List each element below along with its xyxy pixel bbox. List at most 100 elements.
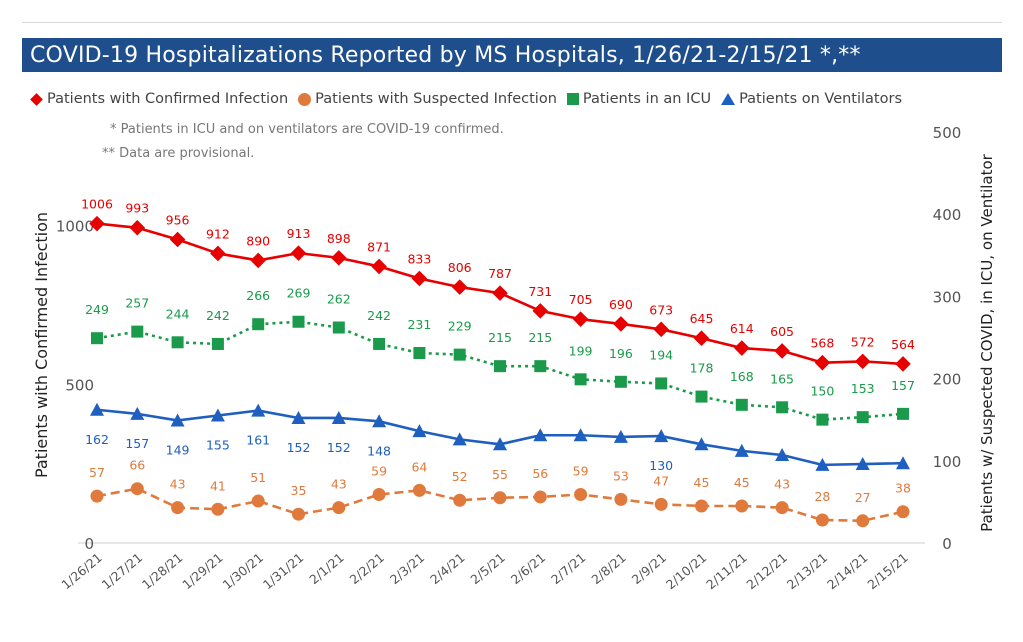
data-point-circle [251, 494, 265, 508]
x-tick-label: 2/11/21 [703, 550, 750, 592]
data-label: 690 [609, 297, 633, 312]
data-label: 149 [166, 442, 190, 457]
data-point-square [292, 315, 305, 328]
data-label: 199 [569, 343, 593, 358]
data-point-circle [735, 499, 749, 513]
data-label: 59 [573, 463, 589, 478]
data-point-diamond [854, 353, 871, 370]
data-label: 41 [210, 478, 226, 493]
data-point-triangle [775, 447, 790, 461]
data-label: 705 [569, 292, 593, 307]
data-label: 55 [492, 467, 508, 482]
data-point-circle [695, 499, 708, 513]
data-point-diamond [250, 252, 266, 269]
data-label: 242 [367, 308, 391, 323]
data-point-square [453, 348, 466, 361]
data-label: 249 [85, 302, 109, 317]
x-tick-label: 2/12/21 [743, 550, 790, 592]
legend: Patients with Confirmed Infection Patien… [30, 88, 912, 110]
data-point-square [735, 398, 748, 411]
data-point-square [252, 318, 265, 331]
data-point-circle [211, 502, 225, 516]
data-point-diamond [693, 330, 710, 346]
data-point-square [897, 407, 909, 420]
x-tick-label: 2/14/21 [824, 550, 871, 592]
data-label: 45 [694, 475, 710, 490]
data-label: 572 [851, 334, 875, 349]
data-point-triangle [734, 443, 749, 457]
x-tick-label: 1/30/21 [220, 550, 267, 592]
data-point-diamond [411, 270, 428, 287]
data-label: 806 [448, 260, 472, 275]
x-tick-label: 1/29/21 [179, 550, 226, 592]
data-label: 57 [89, 465, 105, 480]
square-marker-icon [566, 93, 579, 105]
data-label: 157 [891, 378, 915, 393]
x-tick-label: 2/3/21 [387, 550, 427, 587]
data-point-square [816, 413, 829, 426]
data-label: 53 [613, 468, 629, 483]
data-point-triangle [291, 410, 306, 424]
data-point-triangle [855, 457, 870, 471]
data-label: 262 [327, 292, 351, 307]
y2-tick-label: 200 [933, 371, 962, 389]
data-label: 56 [532, 466, 548, 481]
data-label: 564 [891, 337, 915, 352]
data-label: 38 [895, 481, 911, 496]
data-point-circle [896, 505, 910, 519]
data-point-triangle [654, 429, 669, 443]
data-label: 157 [125, 436, 149, 451]
data-point-diamond [895, 356, 911, 372]
data-point-triangle [372, 414, 387, 428]
data-point-circle [412, 483, 426, 497]
data-point-diamond [492, 285, 508, 301]
data-point-triangle [896, 456, 910, 470]
data-label: 194 [649, 347, 673, 362]
legend-label-ventilators: Patients on Ventilators [739, 91, 903, 107]
data-point-square [695, 390, 708, 403]
y-tick-label: 500 [65, 376, 94, 394]
data-label: 45 [734, 475, 750, 490]
x-tick-label: 1/27/21 [99, 550, 146, 592]
data-label: 47 [653, 473, 669, 488]
data-label: 168 [730, 369, 754, 384]
data-label: 162 [85, 432, 109, 447]
data-label: 568 [810, 336, 834, 351]
y2-tick-label: 300 [933, 288, 962, 306]
data-label: 229 [448, 319, 472, 334]
data-point-diamond [169, 231, 186, 248]
data-label: 215 [528, 330, 552, 345]
data-label: 266 [246, 288, 270, 303]
data-point-circle [856, 514, 870, 528]
data-label: 178 [690, 361, 714, 376]
data-label: 152 [327, 440, 351, 455]
x-tick-label: 2/10/21 [663, 550, 710, 592]
data-point-diamond [734, 340, 750, 356]
data-label: 130 [649, 458, 673, 473]
data-point-square [211, 337, 224, 350]
data-label: 43 [170, 477, 186, 492]
top-divider [22, 22, 1002, 23]
data-label: 244 [166, 306, 190, 321]
data-label: 1006 [81, 197, 113, 212]
legend-label-confirmed: Patients with Confirmed Infection [47, 91, 289, 107]
x-tick-label: 2/7/21 [548, 550, 588, 587]
data-label: 257 [125, 296, 149, 311]
data-point-diamond [814, 354, 831, 371]
data-point-square [373, 337, 386, 350]
data-point-square [332, 321, 345, 334]
data-point-circle [815, 513, 829, 527]
legend-label-suspected: Patients with Suspected Infection [315, 91, 557, 107]
x-tick-label: 2/13/21 [784, 550, 831, 592]
data-label: 161 [246, 433, 270, 448]
data-label: 871 [367, 239, 391, 254]
legend-label-icu: Patients in an ICU [582, 91, 712, 107]
data-label: 231 [407, 317, 431, 332]
data-point-square [91, 332, 103, 345]
series-1: 57 66 43 41 51 35 43 59 64 52 55 56 59 53 47 45 45 43 28 27… [89, 458, 911, 528]
data-point-triangle [533, 428, 548, 442]
data-label: 605 [770, 324, 794, 339]
data-label: 66 [129, 458, 145, 473]
data-point-square [776, 401, 789, 414]
